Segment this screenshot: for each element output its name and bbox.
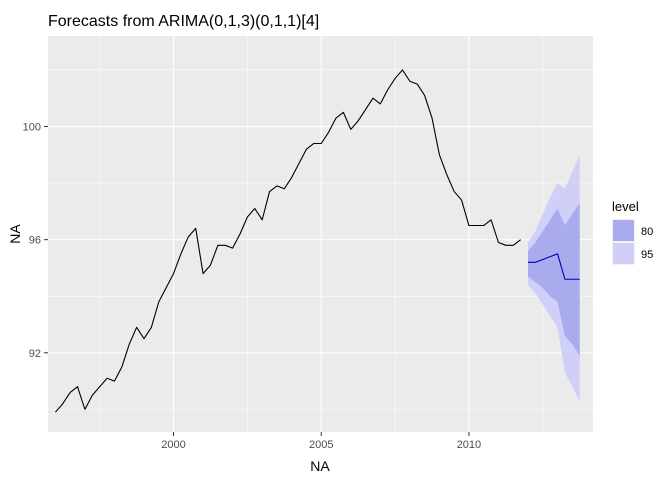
series-lines <box>54 69 580 413</box>
y-tick-label: 92 <box>29 348 41 360</box>
minor-gridlines <box>48 36 593 432</box>
y-tick-label: 100 <box>23 122 41 134</box>
prediction-intervals <box>528 154 580 401</box>
forecast-line <box>528 253 580 280</box>
y-tick-label: 96 <box>29 235 41 247</box>
x-axis-title: NA <box>310 458 330 474</box>
legend: level 80 95 <box>612 199 653 265</box>
legend-key-80 <box>613 220 634 241</box>
y-axis-title: NA <box>7 224 23 244</box>
x-tick-label: 2005 <box>309 439 333 451</box>
chart-title: Forecasts from ARIMA(0,1,3)(0,1,1)[4] <box>48 13 319 30</box>
x-tick-label: 2000 <box>161 439 185 451</box>
legend-key-95 <box>613 243 634 264</box>
plot-panel <box>48 36 593 432</box>
legend-title: level <box>612 199 639 214</box>
major-gridlines <box>48 36 593 432</box>
legend-label-80: 80 <box>641 226 653 238</box>
axis-ticks: 2000 2005 2010 92 96 100 <box>23 122 482 451</box>
observed-line <box>54 69 521 413</box>
x-tick-label: 2010 <box>457 439 481 451</box>
legend-label-95: 95 <box>641 249 653 261</box>
band-80 <box>528 202 580 356</box>
